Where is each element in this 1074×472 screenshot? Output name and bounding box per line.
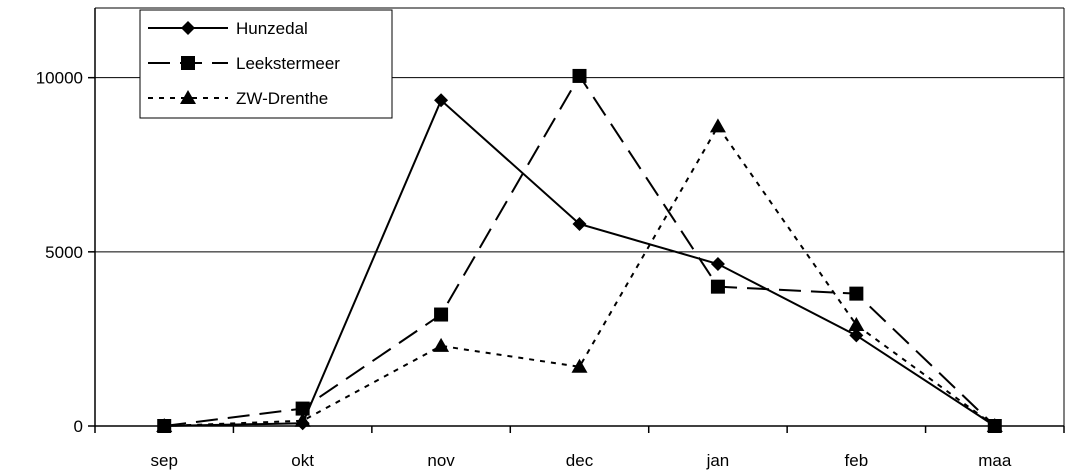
data-point (295, 401, 310, 416)
data-point (572, 68, 587, 83)
legend-marker (180, 90, 196, 104)
x-tick-label: feb (845, 451, 869, 470)
data-point (986, 418, 1003, 432)
data-point (434, 93, 449, 108)
legend-label: ZW-Drenthe (236, 89, 328, 108)
y-axis-ticks: 0 5000 10000 (36, 69, 95, 436)
legend-item: ZW-Drenthe (148, 89, 328, 108)
data-point (156, 418, 173, 432)
data-point (434, 307, 449, 322)
y-tick-label: 0 (74, 417, 83, 436)
legend-item: Leekstermeer (148, 54, 340, 73)
data-point (709, 118, 726, 133)
x-tick-label: sep (151, 451, 178, 470)
data-point (710, 279, 725, 294)
data-point (433, 337, 450, 352)
legend-item: Hunzedal (148, 19, 308, 38)
data-point (571, 358, 588, 373)
x-tick-label: jan (706, 451, 730, 470)
x-axis-ticks: sep okt nov dec jan feb maa (94, 426, 1065, 470)
legend-label: Hunzedal (236, 19, 308, 38)
data-point (849, 286, 864, 301)
data-point (848, 316, 865, 331)
legend-marker (181, 56, 195, 70)
legend-marker (181, 21, 195, 35)
x-tick-label: maa (978, 451, 1012, 470)
legend-label: Leekstermeer (236, 54, 340, 73)
x-tick-label: dec (566, 451, 594, 470)
series-group (156, 68, 1003, 433)
y-tick-label: 5000 (45, 243, 83, 262)
y-tick-label: 10000 (36, 69, 83, 88)
x-tick-label: nov (427, 451, 455, 470)
series-leekstermeer (157, 68, 1002, 433)
series-line (164, 124, 996, 427)
data-point (572, 216, 587, 231)
x-tick-label: okt (291, 451, 314, 470)
data-point (294, 412, 311, 427)
series-hunzedal (157, 93, 1002, 433)
series-zw-drenthe (156, 118, 1003, 432)
data-point (849, 328, 864, 343)
data-point (710, 257, 725, 272)
legend: Hunzedal Leekstermeer ZW-Drenthe (139, 9, 393, 119)
series-line (164, 98, 996, 427)
series-line (164, 74, 996, 427)
